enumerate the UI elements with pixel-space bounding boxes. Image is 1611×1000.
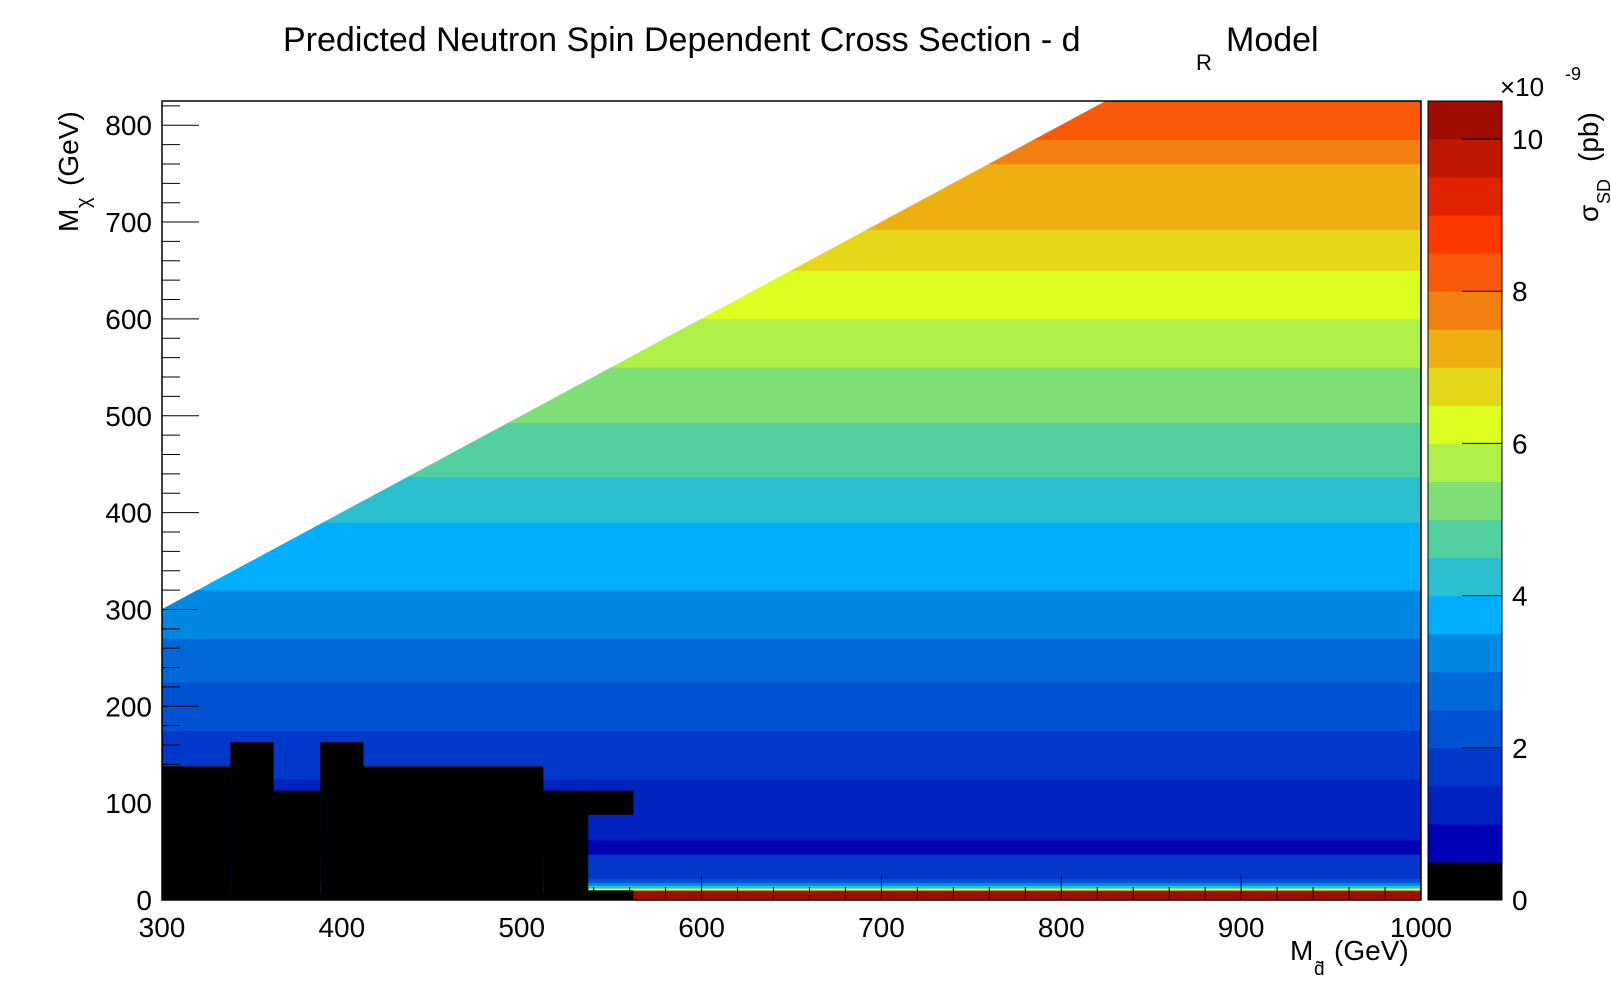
x-tick-label: 400 xyxy=(318,912,365,943)
color-scale-multiplier-base: ×10 xyxy=(1500,72,1544,102)
z-tick-label: 6 xyxy=(1512,428,1528,459)
y-axis-label-unit: (GeV) xyxy=(53,111,84,186)
x-axis: 300 400 500 600 700 800 900 1000 xyxy=(139,875,1452,943)
color-scale-swatch xyxy=(1428,139,1502,178)
z-tick-label: 0 xyxy=(1512,885,1528,916)
color-scale-label-main: σ xyxy=(1573,205,1604,222)
y-tick-label: 800 xyxy=(105,110,152,141)
heatmap-band-17 xyxy=(701,270,1421,320)
color-scale-swatch xyxy=(1428,177,1502,216)
excluded-cell-5 xyxy=(543,790,589,900)
x-tick-label: 600 xyxy=(678,912,725,943)
y-axis-label-main: M xyxy=(53,209,84,232)
heatmap-band-18 xyxy=(791,229,1421,271)
excluded-cell-2 xyxy=(273,790,321,900)
x-tick-label: 900 xyxy=(1218,912,1265,943)
y-tick-label: 300 xyxy=(105,594,152,625)
color-scale-label: σ SD (pb) xyxy=(1573,112,1611,222)
heatmap-band-12 xyxy=(197,521,1421,591)
heatmap-bands xyxy=(162,101,1421,900)
y-axis-label: M χ (GeV) xyxy=(53,111,95,232)
z-tick-label: 10 xyxy=(1512,124,1543,155)
color-scale-axis: 0 2 4 6 8 10 xyxy=(1462,124,1543,916)
color-scale-swatch xyxy=(1428,785,1502,825)
color-scale-swatch xyxy=(1428,291,1502,330)
color-scale-swatch xyxy=(1428,329,1502,368)
heatmap-band-9 xyxy=(162,681,1421,731)
x-tick-label: 1000 xyxy=(1390,912,1452,943)
excluded-cell-3 xyxy=(320,742,364,900)
x-tick-label: 500 xyxy=(498,912,545,943)
z-tick-label: 8 xyxy=(1512,276,1528,307)
color-scale-swatch xyxy=(1428,747,1502,787)
heatmap-band-19 xyxy=(866,163,1421,231)
heatmap-band-21 xyxy=(1034,101,1421,141)
color-scale-label-unit: (pb) xyxy=(1573,112,1604,162)
excluded-cell-0 xyxy=(162,766,231,900)
z-tick-label: 4 xyxy=(1512,581,1528,612)
x-axis-label: M d̃ (GeV) xyxy=(1290,935,1409,980)
heatmap-band-16 xyxy=(611,318,1421,368)
chart-title-subscript: R xyxy=(1196,50,1212,75)
y-tick-label: 200 xyxy=(105,691,152,722)
color-scale-bar xyxy=(1428,101,1502,901)
excluded-cell-6-high xyxy=(588,790,634,815)
color-scale-multiplier-exponent: -9 xyxy=(1565,64,1581,84)
x-axis-label-unit: (GeV) xyxy=(1334,935,1409,966)
excluded-cell-6-low xyxy=(588,890,634,900)
y-tick-label: 400 xyxy=(105,498,152,529)
y-tick-label: 700 xyxy=(105,207,152,238)
color-scale-swatch xyxy=(1428,367,1502,406)
color-scale-swatch xyxy=(1428,101,1502,140)
x-tick-label: 300 xyxy=(139,912,186,943)
plot-area xyxy=(162,101,1421,900)
y-axis-label-sub: χ xyxy=(73,197,95,208)
color-scale-swatch xyxy=(1428,595,1502,635)
excluded-cell-1 xyxy=(230,742,274,900)
z-tick-label: 2 xyxy=(1512,733,1528,764)
chart-title: Predicted Neutron Spin Dependent Cross S… xyxy=(283,21,1081,59)
color-scale-swatch xyxy=(1428,519,1502,559)
y-tick-label: 0 xyxy=(136,885,152,916)
heatmap-band-10 xyxy=(162,638,1421,683)
heatmap-band-14 xyxy=(408,422,1421,478)
excluded-region xyxy=(162,742,634,900)
color-scale-swatch xyxy=(1428,215,1502,254)
y-axis: 0 100 200 300 400 500 600 700 800 xyxy=(105,105,199,916)
plot-frame xyxy=(161,100,1422,901)
color-scale-swatch xyxy=(1428,861,1502,901)
color-scale-swatch xyxy=(1428,253,1502,292)
color-scale-swatch xyxy=(1428,405,1502,444)
heatmap-band-20 xyxy=(989,139,1421,165)
color-scale-swatch xyxy=(1428,823,1502,863)
color-scale-multiplier: ×10 -9 xyxy=(1500,64,1581,102)
y-tick-label: 100 xyxy=(105,788,152,819)
x-tick-label: 800 xyxy=(1038,912,1085,943)
heatmap-band-11 xyxy=(162,589,1421,639)
color-scale-label-sub: SD xyxy=(1594,179,1611,204)
color-scale-swatch xyxy=(1428,671,1502,711)
x-axis-label-sub: d̃ xyxy=(1314,959,1325,980)
chart-title-suffix: Model xyxy=(1226,21,1319,59)
x-tick-label: 700 xyxy=(858,912,905,943)
color-scale-swatch xyxy=(1428,481,1502,521)
excluded-cell-4 xyxy=(363,766,544,900)
color-scale-swatch xyxy=(1428,557,1502,597)
heatmap-band-13 xyxy=(323,476,1421,523)
x-axis-label-main: M xyxy=(1290,935,1313,966)
color-scale-swatch xyxy=(1428,633,1502,673)
color-scale-swatch xyxy=(1428,443,1502,482)
y-tick-label: 600 xyxy=(105,304,152,335)
color-scale-swatch xyxy=(1428,709,1502,749)
y-tick-label: 500 xyxy=(105,401,152,432)
heatmap-band-15 xyxy=(508,367,1421,423)
